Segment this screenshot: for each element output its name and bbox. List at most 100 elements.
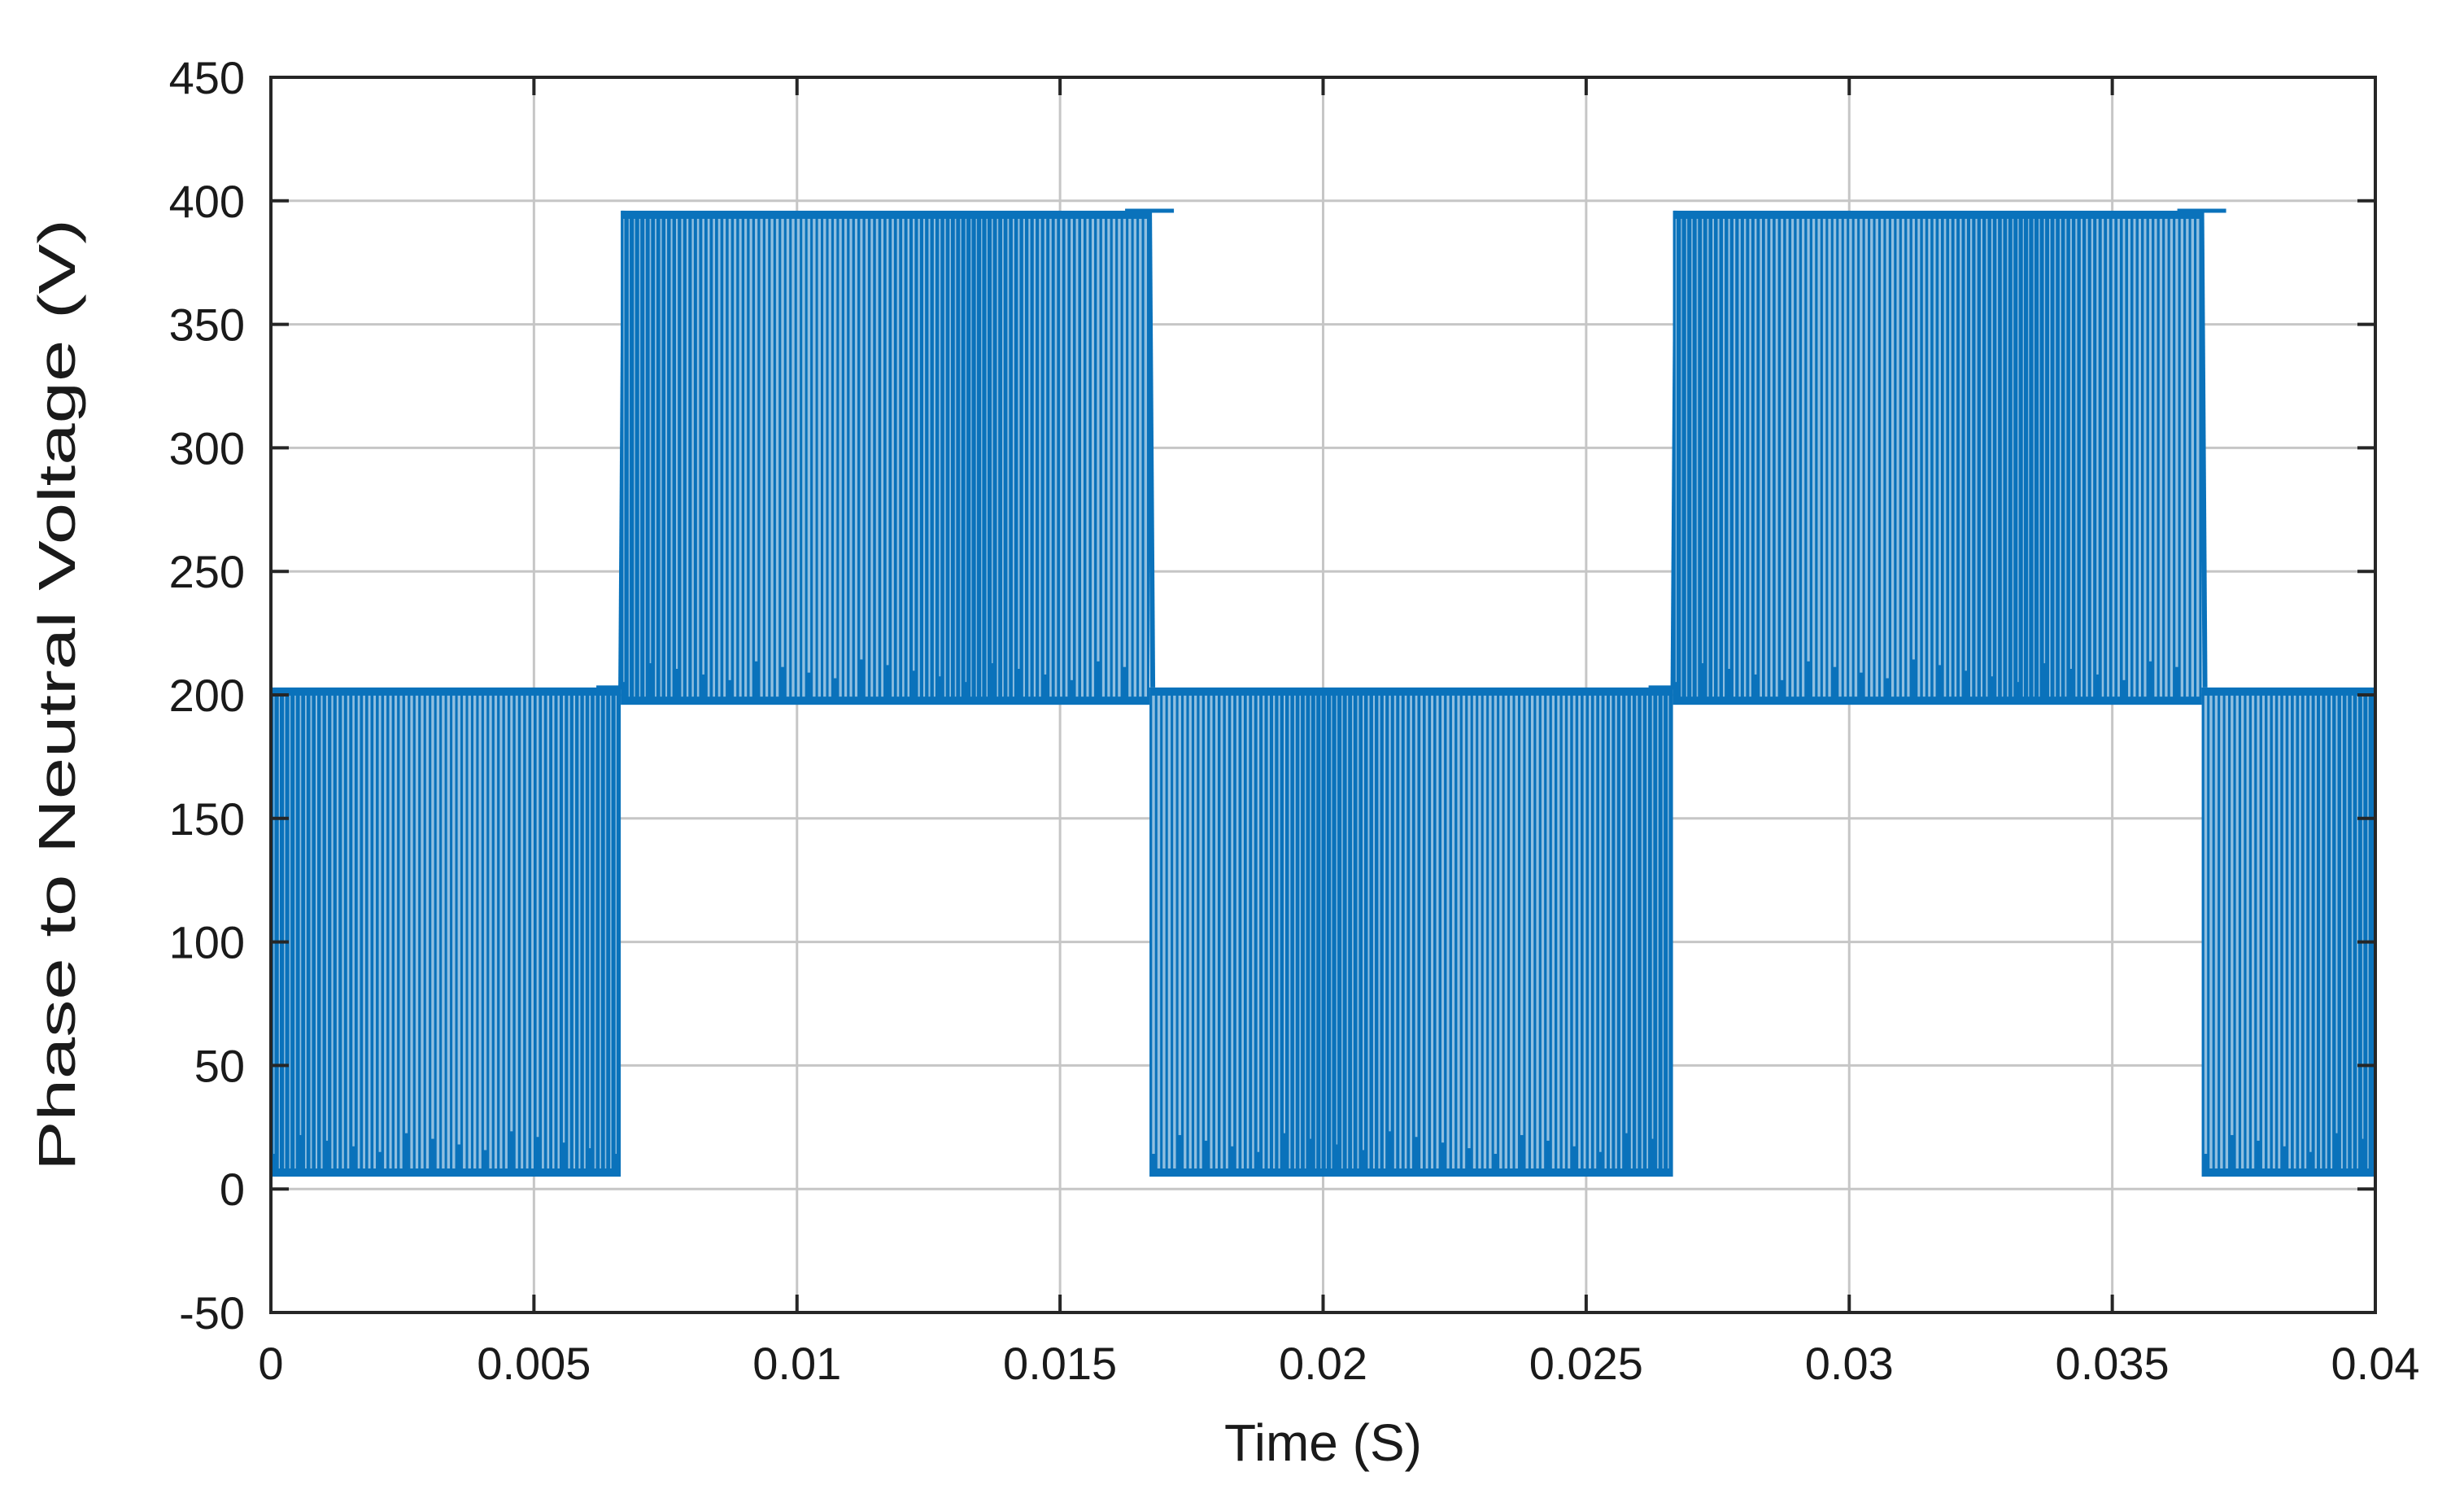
switching-gap	[1204, 695, 1208, 1141]
switching-gap	[1060, 218, 1062, 697]
y-tick-label: 250	[169, 546, 245, 597]
switching-gap	[578, 695, 581, 1169]
switching-gap	[2299, 695, 2301, 1169]
switching-gap	[992, 218, 993, 664]
y-tick-label: 400	[169, 176, 245, 227]
switching-gap	[562, 695, 565, 1143]
switching-gap	[1283, 695, 1286, 1133]
switching-gap	[1912, 218, 1915, 660]
switching-gap	[1178, 695, 1181, 1135]
switching-gap	[881, 218, 884, 697]
switching-gap	[615, 695, 617, 1155]
switching-gap	[589, 695, 591, 1149]
x-tick-label: 0.03	[1805, 1338, 1894, 1389]
switching-gap	[2246, 695, 2249, 1169]
switching-gap	[468, 695, 471, 1169]
y-tick-label: 450	[169, 52, 245, 103]
switching-gap	[933, 218, 935, 697]
switching-gap	[2091, 218, 2094, 697]
switching-gap	[278, 695, 281, 1169]
switching-gap	[2196, 218, 2200, 697]
switching-gap	[547, 695, 550, 1169]
x-tick-label: 0.005	[477, 1338, 591, 1389]
switching-gap	[604, 695, 607, 1169]
switching-gap	[389, 695, 392, 1169]
switching-gap	[1194, 695, 1197, 1169]
switching-gap	[1494, 695, 1498, 1155]
x-tick-label: 0.035	[2056, 1338, 2170, 1389]
switching-gap	[1917, 218, 1921, 697]
switching-gap	[2075, 218, 2078, 697]
switching-gap	[1933, 218, 1936, 697]
switching-gap	[922, 218, 926, 697]
switching-gap	[1128, 218, 1132, 697]
switching-gap	[1615, 695, 1617, 1169]
switching-gap	[2086, 218, 2088, 697]
switching-gap	[2314, 695, 2318, 1169]
switching-gap	[1383, 695, 1386, 1169]
switching-gap	[2080, 218, 2083, 697]
switching-gap	[1352, 695, 1354, 1169]
switching-gap	[515, 695, 518, 1169]
switching-gap	[2331, 695, 2333, 1169]
switching-gap	[1007, 218, 1010, 697]
switching-gap	[1101, 218, 1106, 697]
switching-gap	[399, 695, 403, 1169]
switching-gap	[2049, 218, 2051, 697]
switching-gap	[2122, 218, 2126, 680]
switching-gap	[1599, 695, 1602, 1152]
switching-gap	[1080, 218, 1084, 697]
switching-gap	[907, 218, 910, 697]
segment-transition	[2199, 210, 2208, 688]
switching-gap	[1901, 218, 1905, 697]
switching-gap	[2225, 695, 2229, 1169]
switching-gap	[1651, 695, 1654, 1139]
switching-gap	[1152, 695, 1155, 1155]
switching-gap	[368, 695, 371, 1169]
switching-gap	[1886, 218, 1889, 679]
switching-gap	[1743, 218, 1747, 697]
switching-gap	[2320, 695, 2322, 1169]
switching-gap	[557, 695, 560, 1169]
switching-gap	[744, 218, 748, 697]
switching-gap	[2128, 218, 2130, 697]
switching-gap	[510, 695, 513, 1132]
switching-gap	[1817, 218, 1821, 697]
switching-gap	[321, 695, 323, 1169]
switching-gap	[1749, 218, 1751, 697]
switching-gap	[352, 695, 355, 1147]
switching-gap	[273, 695, 275, 1155]
switching-gap	[723, 218, 726, 697]
x-tick-label: 0	[258, 1338, 283, 1389]
switching-gap	[2278, 695, 2281, 1169]
switching-gap	[1786, 218, 1789, 697]
switching-gap	[336, 695, 339, 1169]
switching-gap	[918, 218, 920, 697]
switching-gap	[1139, 218, 1142, 697]
switching-gap	[1310, 695, 1311, 1139]
switching-gap	[2138, 218, 2142, 697]
switching-gap	[1415, 695, 1418, 1138]
switching-gap	[1822, 218, 1826, 697]
switching-gap	[2191, 218, 2195, 697]
switching-gap	[717, 218, 721, 697]
switching-gap	[1980, 218, 1983, 697]
switching-gap	[1770, 218, 1773, 697]
voltage-series	[271, 208, 2375, 1177]
switching-gap	[781, 218, 784, 667]
switching-gap	[2204, 695, 2208, 1155]
switching-gap	[665, 218, 668, 697]
switching-gap	[1086, 218, 1089, 697]
switching-gap	[1044, 218, 1047, 675]
switching-gap	[2001, 218, 2004, 697]
switching-gap	[1828, 218, 1831, 697]
switching-gap	[892, 218, 894, 697]
switching-gap	[421, 695, 424, 1169]
switching-gap	[913, 218, 915, 671]
switching-gap	[2235, 695, 2239, 1169]
switching-gap	[854, 218, 858, 697]
switching-gap	[634, 218, 635, 697]
switching-gap	[1054, 218, 1058, 697]
switching-gap	[1039, 218, 1041, 697]
switching-gap	[2017, 218, 2019, 683]
